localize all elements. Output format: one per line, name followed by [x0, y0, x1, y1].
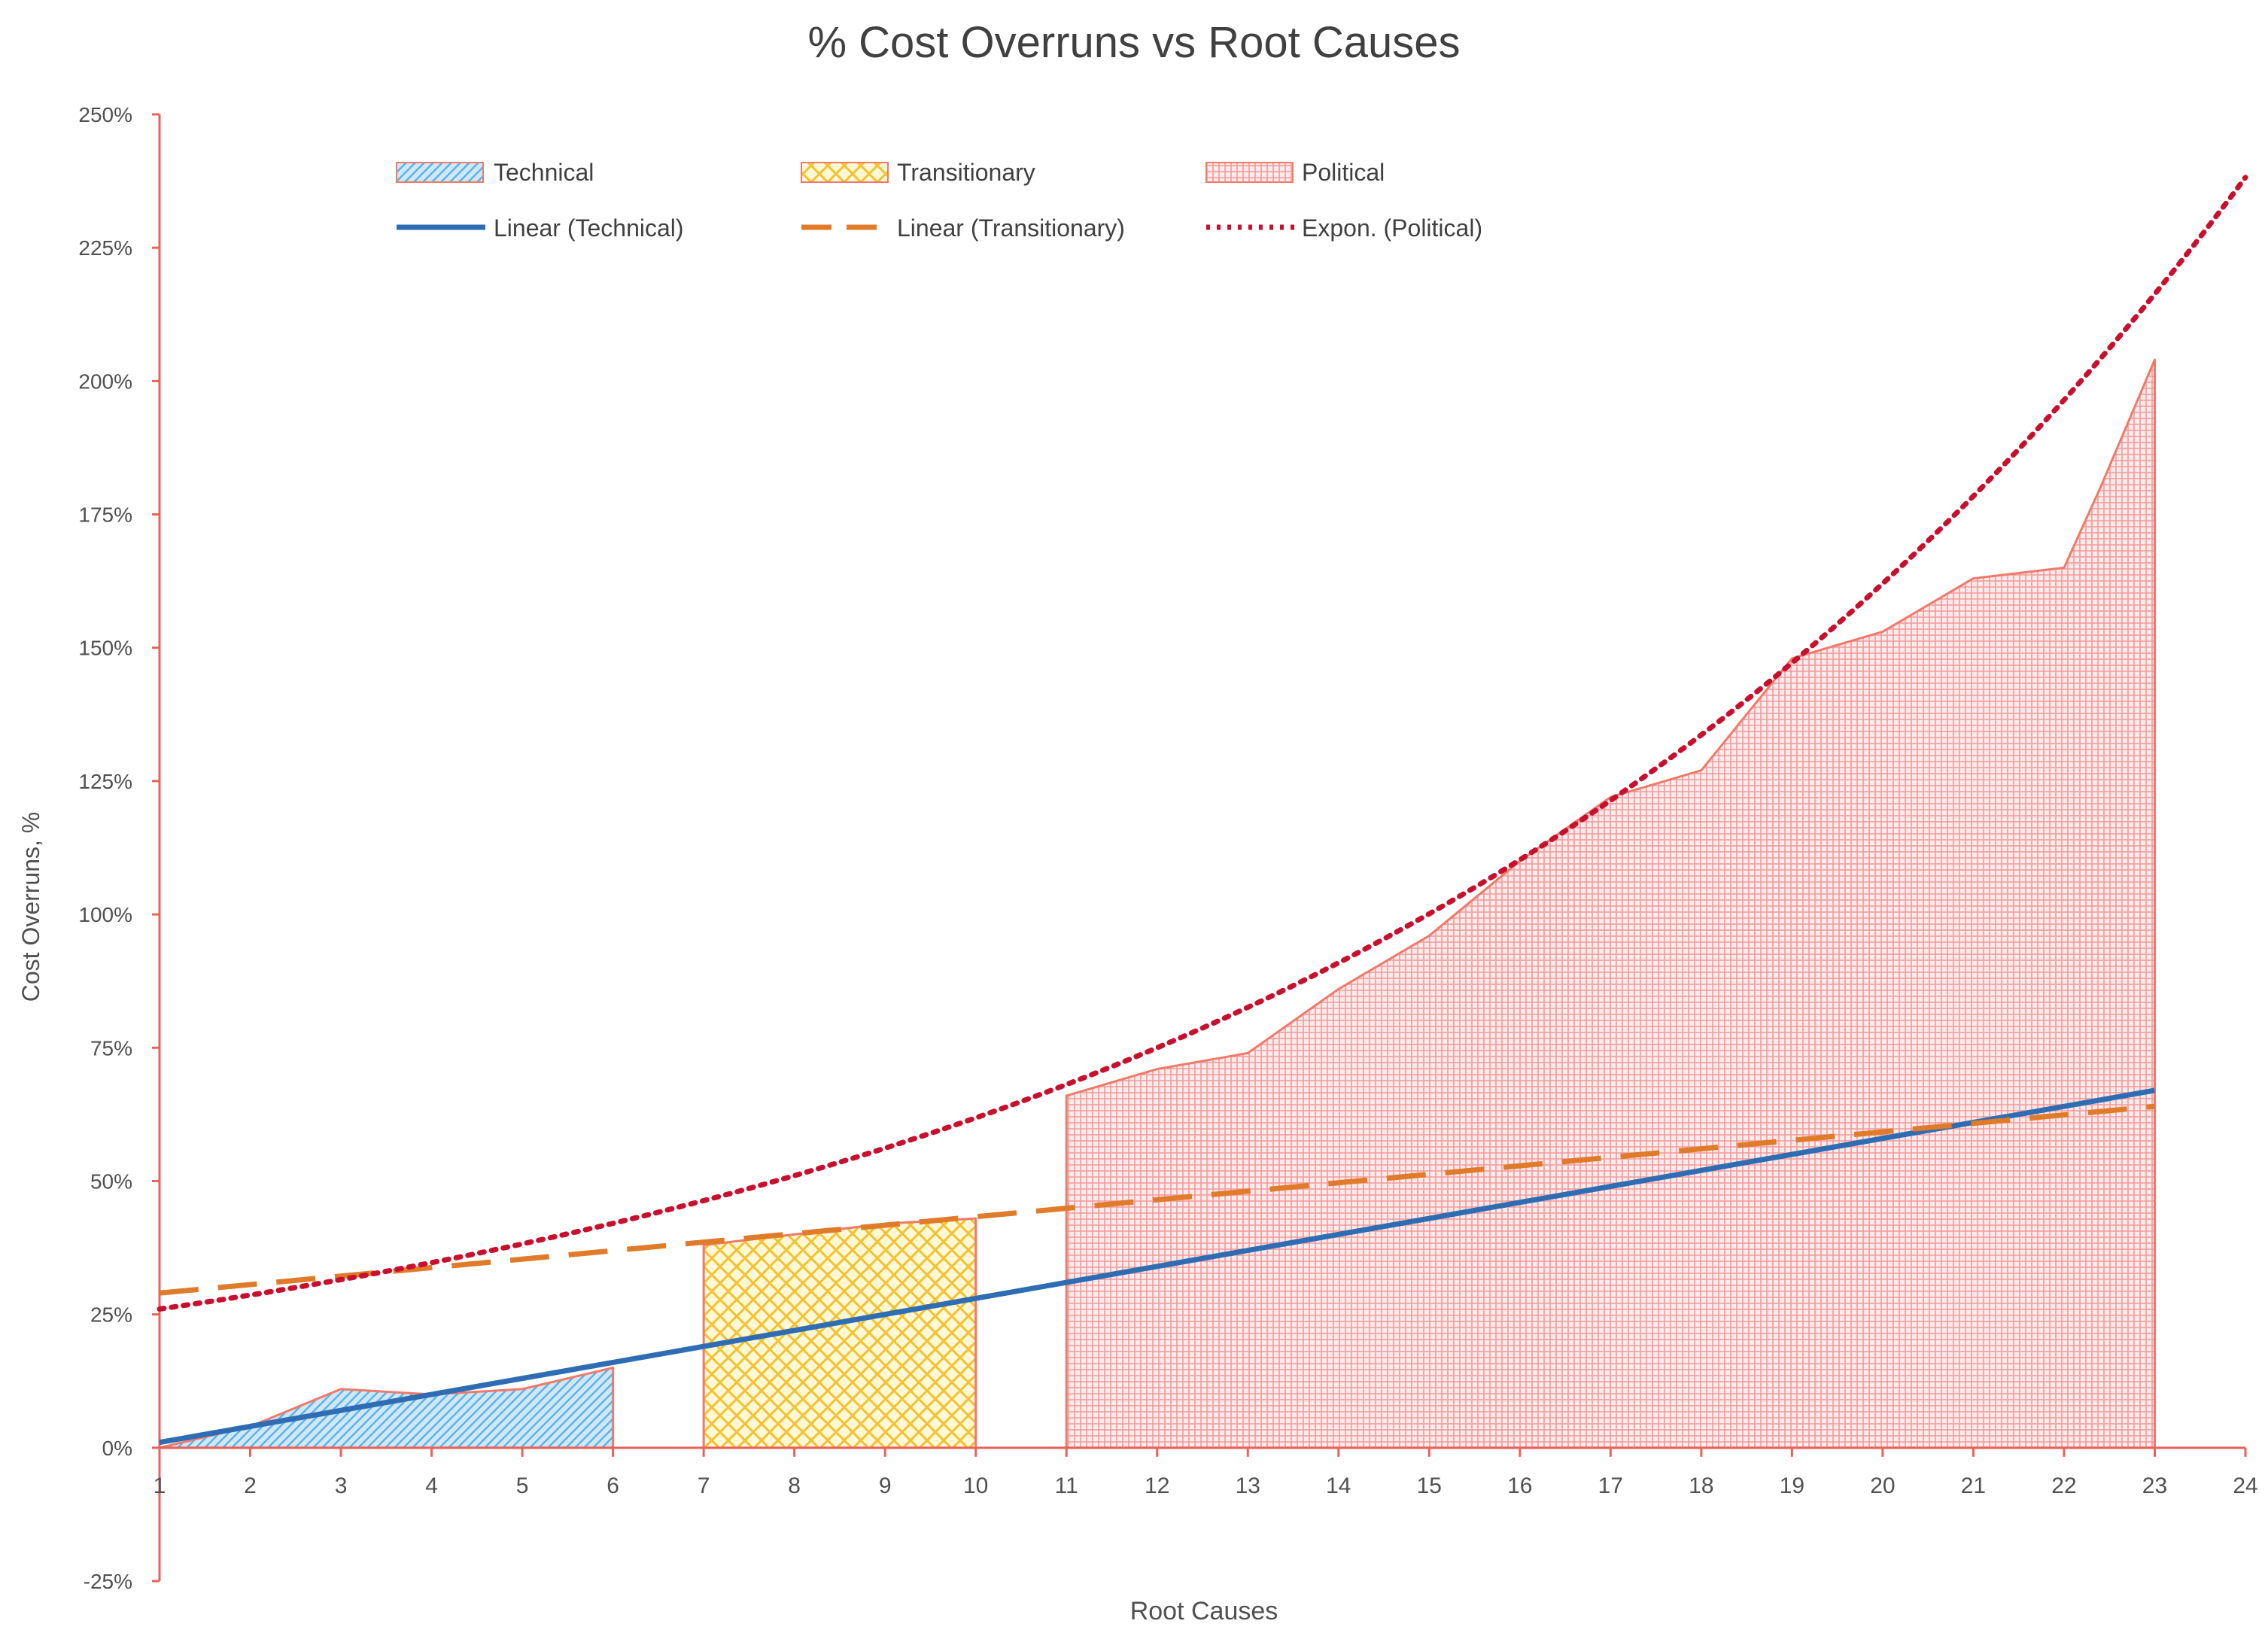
axes-group — [152, 113, 2247, 1583]
y-tick-label: 225% — [78, 236, 132, 260]
legend-label-transitionary: Transitionary — [897, 159, 1035, 186]
x-tick-label: 11 — [1055, 1473, 1078, 1498]
x-tick-label: 6 — [607, 1473, 619, 1498]
x-tick-label: 10 — [963, 1473, 988, 1498]
trendline-group — [157, 175, 2248, 1446]
legend-label-political: Political — [1302, 159, 1385, 186]
y-tick-label: 250% — [78, 103, 132, 126]
area-political — [1065, 358, 2156, 1449]
x-tick-label: 1 — [154, 1473, 166, 1498]
x-tick-label: 24 — [2233, 1473, 2257, 1498]
legend-label-linear-transitionary: Linear (Transitionary) — [897, 214, 1125, 242]
y-tick-label: 50% — [90, 1169, 132, 1193]
x-tick-label: 14 — [1326, 1473, 1351, 1498]
legend-item-linear-technical: Linear (Technical) — [397, 214, 684, 242]
trendline-expon-political — [157, 175, 2248, 1312]
x-tick-label: 9 — [879, 1473, 892, 1498]
y-tick-label: 0% — [102, 1437, 132, 1460]
legend-item-political: Political — [1205, 159, 1385, 186]
legend-swatch-technical — [396, 162, 484, 183]
area-technical — [158, 1367, 615, 1449]
x-tick-label: 19 — [1780, 1473, 1804, 1498]
x-tick-label: 15 — [1417, 1473, 1442, 1498]
area-series-group — [158, 358, 2156, 1449]
legend-item-transitionary: Transitionary — [801, 159, 1035, 186]
legend-swatch-transitionary — [801, 162, 889, 183]
tick-labels-group: 1 2 3 4 5 6 7 8 9 10 11 12 13 14 15 16 17 18 19 20 21 22 23 24-… — [78, 103, 2257, 1593]
chart-title: % Cost Overruns vs Root Causes — [807, 18, 1460, 67]
x-tick-label: 16 — [1507, 1473, 1532, 1498]
x-tick-label: 18 — [1689, 1473, 1713, 1498]
y-axis-label: Cost Overruns, % — [17, 812, 44, 1002]
y-tick-label: 150% — [78, 637, 132, 660]
y-tick-label: -25% — [84, 1570, 132, 1593]
y-tick-label: 100% — [78, 903, 132, 926]
legend-label-technical: Technical — [494, 159, 594, 186]
legend-label-linear-technical: Linear (Technical) — [494, 214, 684, 242]
x-tick-label: 12 — [1145, 1473, 1169, 1498]
legend-label-expon-political: Expon. (Political) — [1302, 214, 1482, 242]
y-tick-label: 25% — [90, 1303, 132, 1327]
x-tick-label: 17 — [1598, 1473, 1623, 1498]
y-tick-label: 175% — [78, 503, 132, 527]
y-tick-label: 125% — [78, 770, 132, 793]
y-tick-label: 200% — [78, 369, 132, 393]
legend: Technical Transitionary Political Linear… — [396, 159, 1482, 242]
legend-item-technical: Technical — [396, 159, 594, 186]
legend-item-linear-transitionary: Linear (Transitionary) — [801, 214, 1125, 242]
x-tick-label: 2 — [244, 1473, 257, 1498]
x-tick-label: 7 — [698, 1473, 710, 1498]
x-tick-label: 20 — [1870, 1473, 1895, 1498]
x-tick-label: 8 — [788, 1473, 801, 1498]
legend-item-expon-political: Expon. (Political) — [1206, 214, 1482, 242]
x-axis-label: Root Causes — [1130, 1597, 1278, 1625]
x-tick-label: 23 — [2142, 1473, 2167, 1498]
x-tick-label: 22 — [2051, 1473, 2076, 1498]
trendline-linear-transitionary — [159, 1103, 2155, 1296]
area-transitionary — [702, 1217, 977, 1449]
x-tick-label: 13 — [1236, 1473, 1260, 1498]
x-tick-label: 5 — [516, 1473, 529, 1498]
x-tick-label: 3 — [335, 1473, 348, 1498]
x-tick-label: 21 — [1961, 1473, 1986, 1498]
y-tick-label: 75% — [90, 1036, 132, 1060]
x-tick-label: 4 — [425, 1473, 438, 1498]
legend-swatch-political — [1205, 162, 1294, 183]
trendline-linear-technical — [159, 1087, 2156, 1446]
